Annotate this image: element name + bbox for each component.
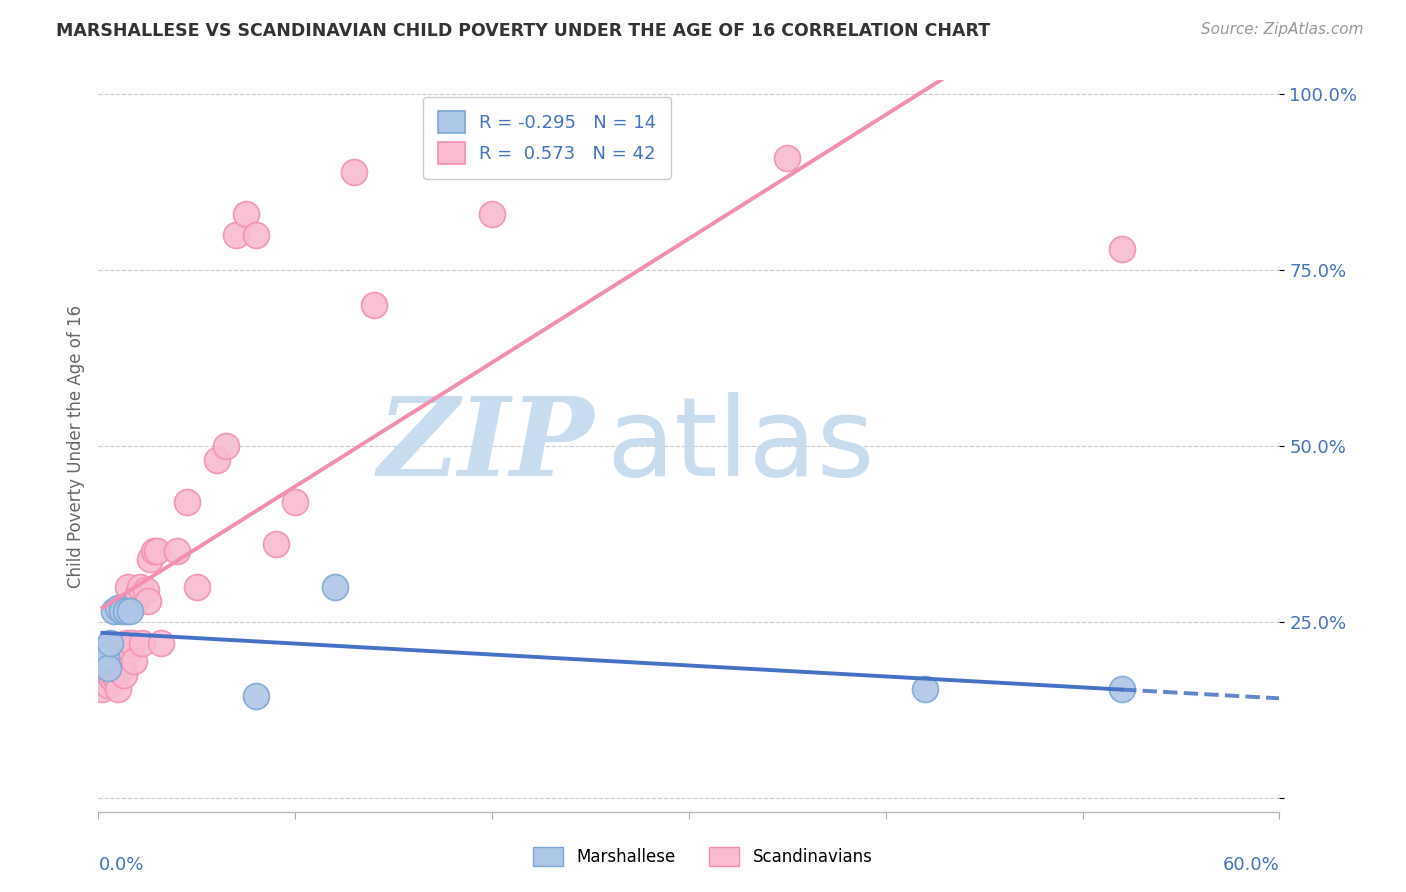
Point [166, 544, 188, 558]
Point [105, 671, 128, 685]
Point [776, 151, 799, 165]
Point [245, 689, 267, 703]
Point [103, 667, 125, 681]
Text: 0.0%: 0.0% [98, 855, 143, 873]
Point [93, 674, 115, 689]
Text: 60.0%: 60.0% [1223, 855, 1279, 873]
Point [98, 667, 121, 681]
Point [103, 604, 125, 618]
Point [235, 207, 257, 221]
Point [128, 580, 150, 594]
Point [97, 678, 120, 692]
Point [115, 636, 138, 650]
Point [107, 681, 129, 696]
Point [186, 580, 208, 594]
Point [107, 600, 129, 615]
Point [138, 551, 160, 566]
Point [215, 439, 238, 453]
Point [121, 636, 143, 650]
Point [112, 667, 135, 681]
Point [125, 593, 148, 607]
Point [284, 495, 307, 509]
Point [225, 227, 247, 242]
Y-axis label: Child Poverty Under the Age of 16: Child Poverty Under the Age of 16 [66, 304, 84, 588]
Point [127, 587, 149, 601]
Point [91, 681, 114, 696]
Point [101, 671, 124, 685]
Text: MARSHALLESE VS SCANDINAVIAN CHILD POVERTY UNDER THE AGE OF 16 CORRELATION CHART: MARSHALLESE VS SCANDINAVIAN CHILD POVERT… [56, 22, 990, 40]
Point [97, 660, 120, 674]
Point [323, 580, 346, 594]
Point [122, 653, 145, 667]
Point [91, 653, 114, 667]
Legend: Marshallese, Scandinavians: Marshallese, Scandinavians [524, 838, 882, 875]
Text: atlas: atlas [606, 392, 875, 500]
Point [111, 604, 134, 618]
Text: ZIP: ZIP [378, 392, 595, 500]
Point [136, 593, 159, 607]
Point [118, 643, 141, 657]
Point [1111, 681, 1133, 696]
Point [264, 537, 287, 551]
Point [1111, 242, 1133, 256]
Point [93, 643, 115, 657]
Legend: R = -0.295   N = 14, R =  0.573   N = 42: R = -0.295 N = 14, R = 0.573 N = 42 [423, 96, 671, 178]
Point [150, 636, 173, 650]
Point [96, 671, 118, 685]
Point [135, 583, 157, 598]
Point [205, 453, 228, 467]
Point [363, 298, 385, 312]
Point [343, 164, 366, 178]
Point [481, 207, 503, 221]
Point [115, 604, 138, 618]
Point [111, 660, 134, 674]
Point [96, 650, 118, 665]
Point [142, 544, 165, 558]
Point [118, 604, 141, 618]
Point [245, 227, 267, 242]
Point [131, 636, 153, 650]
Point [98, 636, 121, 650]
Point [146, 544, 169, 558]
Point [108, 664, 131, 678]
Point [117, 580, 139, 594]
Point [176, 495, 198, 509]
Point [914, 681, 936, 696]
Text: Source: ZipAtlas.com: Source: ZipAtlas.com [1201, 22, 1364, 37]
